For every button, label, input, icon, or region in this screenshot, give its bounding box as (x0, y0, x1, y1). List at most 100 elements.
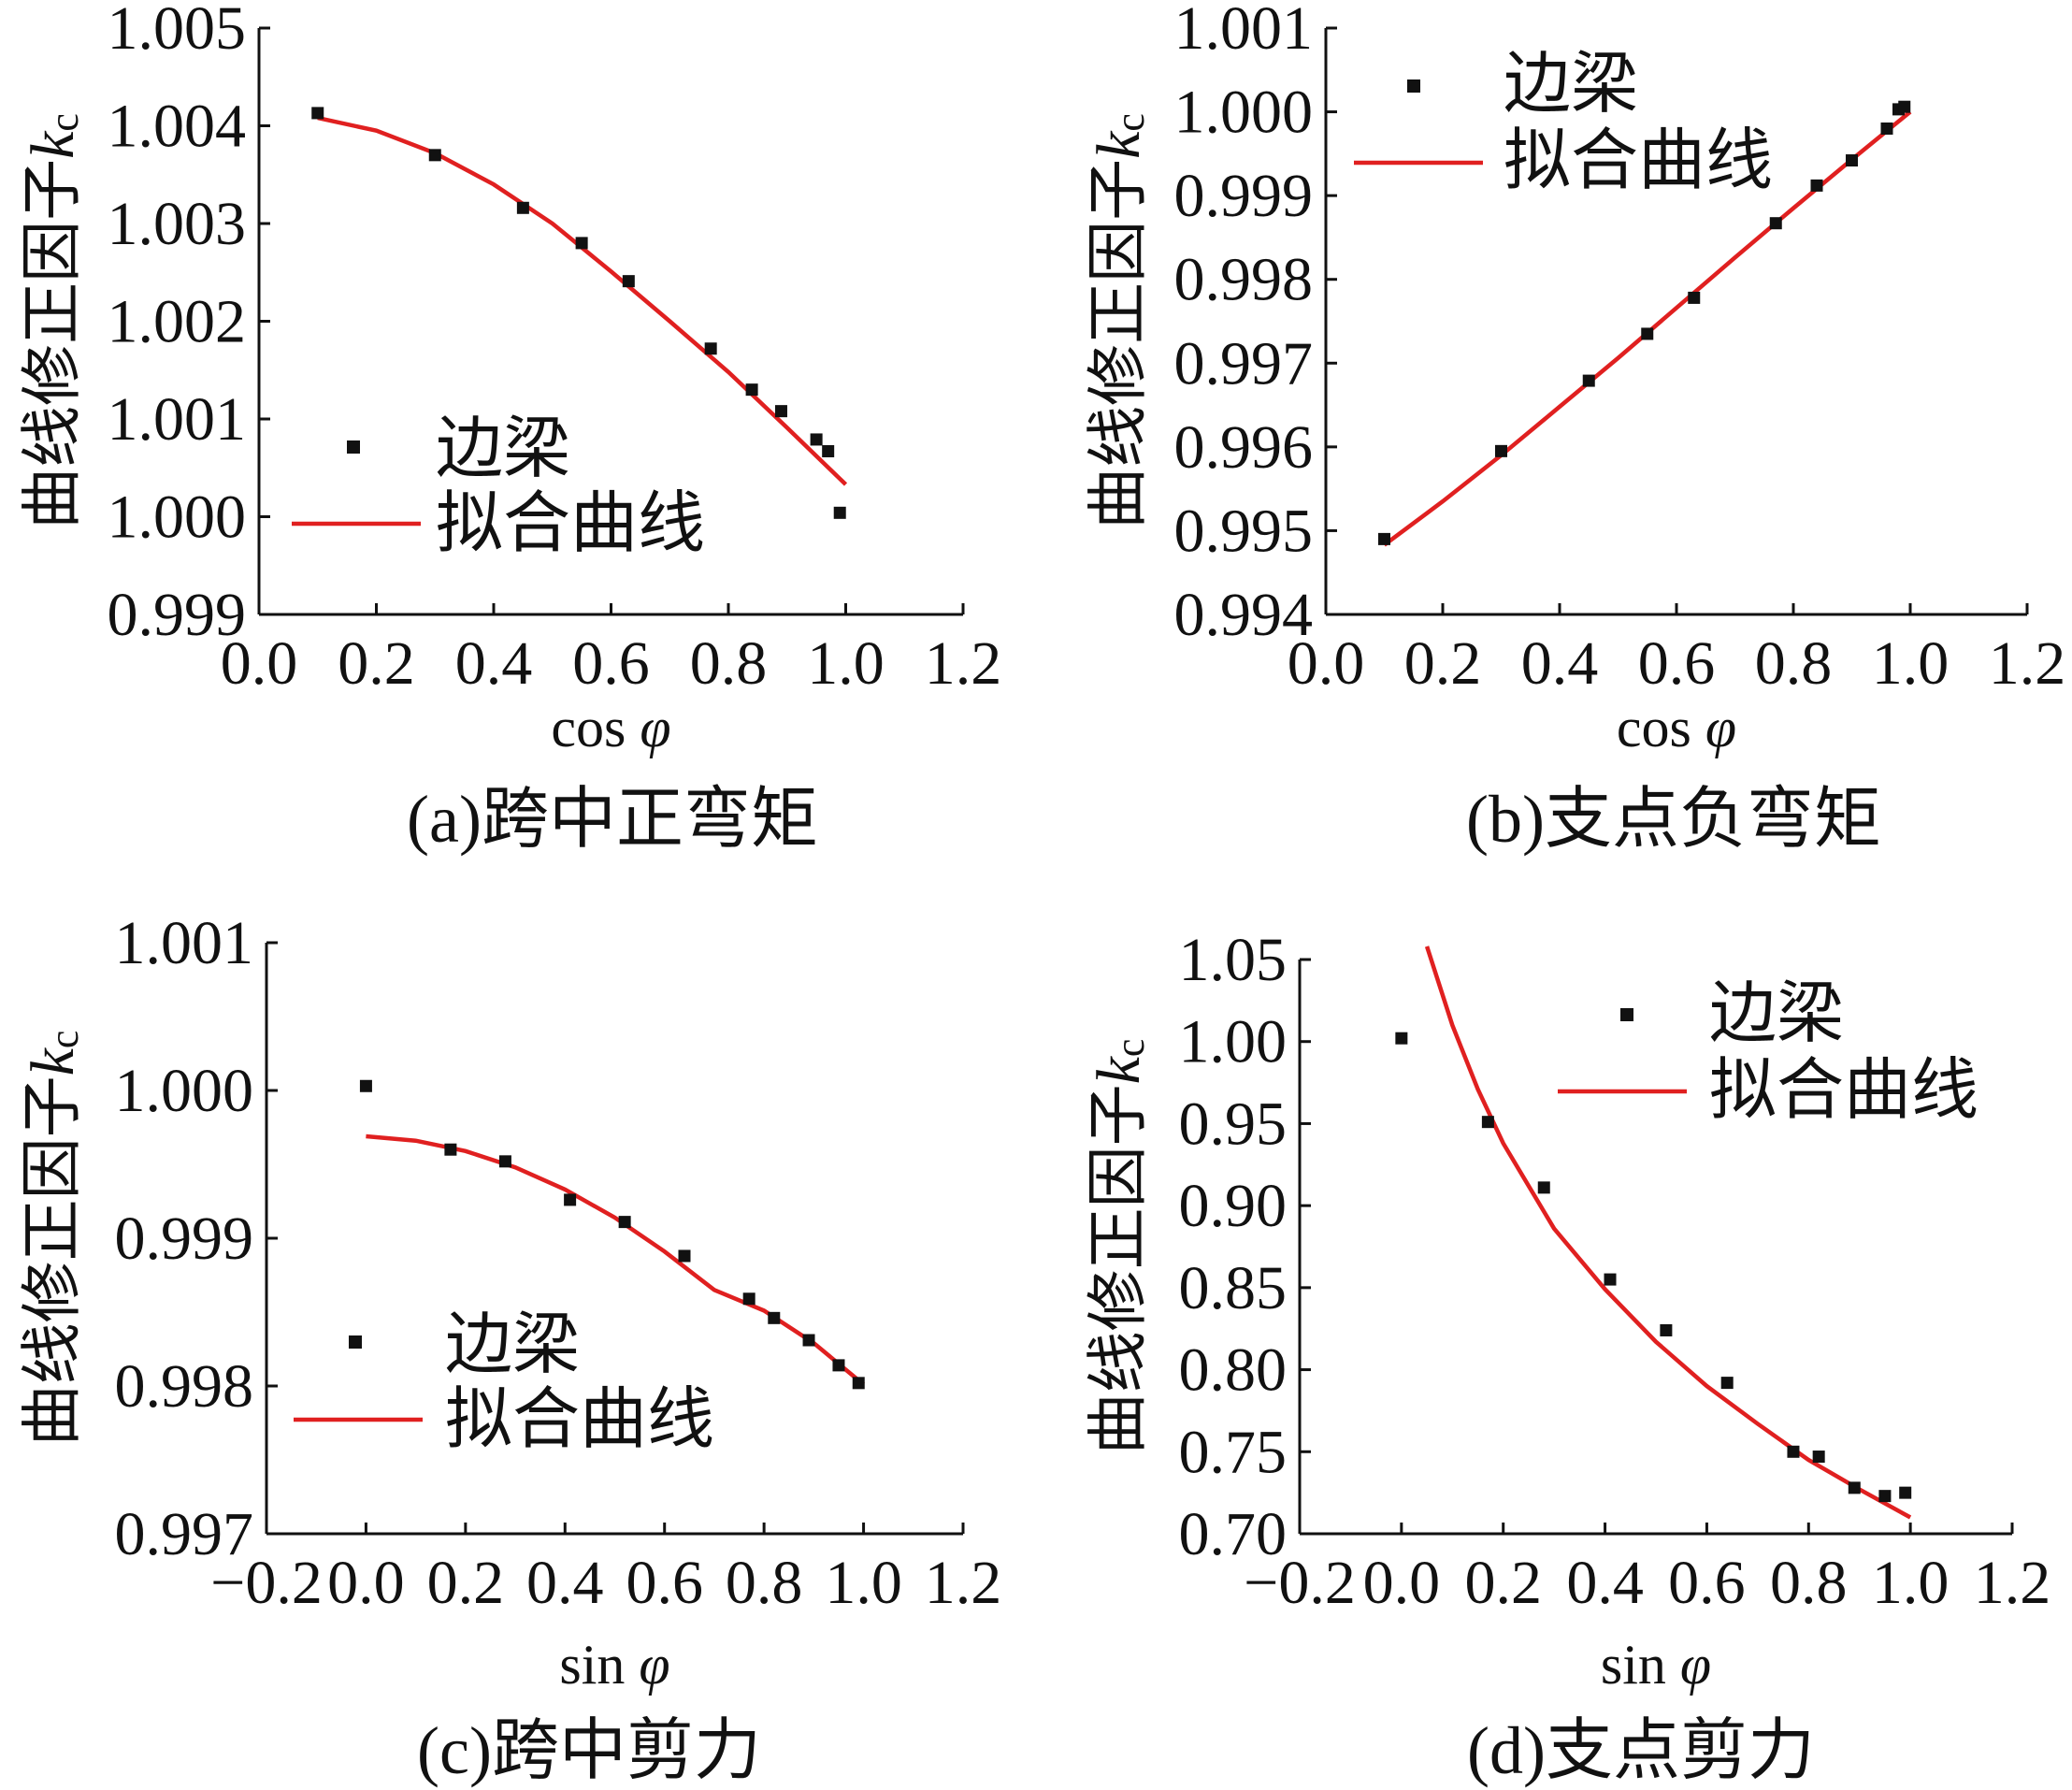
x-tick-label: 1.0 (825, 1549, 902, 1617)
data-point (1898, 100, 1911, 113)
fit-curve-line (317, 115, 848, 486)
y-tick-label: 0.999 (1174, 162, 1314, 230)
data-point (1810, 179, 1823, 192)
fit-curve-line (366, 1133, 866, 1387)
y-tick-label: 0.75 (1179, 1418, 1288, 1486)
y-tick-label: 1.000 (1174, 79, 1314, 147)
panel-caption: (c)跨中剪力 (417, 1713, 761, 1788)
data-point (1878, 1490, 1892, 1503)
data-point (832, 1359, 845, 1372)
y-axis-label: 曲线修正因子kc (19, 1031, 87, 1447)
data-point (1899, 1486, 1912, 1499)
data-point (1481, 1116, 1494, 1129)
x-tick-label: 0.0 (1363, 1549, 1441, 1617)
chart-panel-2: 0.0 0.2 0.4 0.6 0.8 1.0 1.2 0.994 0.995 0.996 0.99… (1085, 0, 2066, 857)
data-point (1537, 1181, 1550, 1194)
data-point (618, 1216, 631, 1229)
data-point (1769, 217, 1782, 230)
y-tick-label: 0.80 (1179, 1336, 1288, 1405)
legend-label-points: 边梁 (436, 411, 570, 486)
y-tick-label: 1.002 (108, 288, 247, 356)
y-tick-label: 0.998 (115, 1352, 254, 1421)
data-point (833, 506, 846, 519)
x-tick-label: 0.2 (338, 629, 415, 698)
data-point (1812, 1451, 1825, 1464)
legend-marker-points (1407, 79, 1420, 93)
panel-caption: (d)支点剪力 (1467, 1713, 1815, 1788)
data-point (622, 275, 635, 288)
x-tick-label: 0.6 (1638, 629, 1716, 698)
x-tick-label: 0.6 (626, 1549, 703, 1617)
y-tick-label: 0.998 (1174, 246, 1314, 314)
x-tick-label: 0.8 (1770, 1549, 1848, 1617)
y-tick-label: 0.994 (1174, 581, 1314, 649)
chart-panel-1: 0.0 0.2 0.4 0.6 0.8 1.0 1.2 0.999 1.000 1.001 1.00… (19, 0, 1002, 857)
x-tick-label: 1.0 (807, 629, 885, 698)
data-point (1641, 327, 1654, 340)
x-tick-label: 0.6 (572, 629, 650, 698)
y-tick-label: 1.003 (108, 190, 247, 258)
y-tick-label: 1.004 (108, 93, 247, 161)
x-tick-label: 0.2 (1464, 1549, 1542, 1617)
x-tick-label: 0.4 (1566, 1549, 1644, 1617)
data-point (498, 1155, 511, 1168)
legend-label-points: 边梁 (445, 1307, 580, 1382)
data-point (359, 1079, 372, 1092)
data-point (311, 107, 324, 120)
y-tick-label: 0.999 (108, 581, 247, 649)
x-tick-label: 0.8 (1755, 629, 1833, 698)
data-point (564, 1193, 577, 1206)
x-axis-label: cos φ (1617, 697, 1736, 758)
data-point (1378, 532, 1390, 545)
x-tick-label: 1.0 (1872, 629, 1950, 698)
x-tick-label: 0.0 (1288, 629, 1365, 698)
x-tick-label: 0.2 (1404, 629, 1482, 698)
x-tick-label: 1.2 (925, 1549, 1002, 1617)
data-point (1848, 1481, 1861, 1494)
y-tick-label: 0.997 (1174, 329, 1314, 397)
data-point (745, 383, 758, 397)
data-point (1880, 122, 1893, 135)
y-tick-label: 1.000 (115, 1057, 254, 1125)
data-point (444, 1143, 457, 1156)
x-tick-label: 1.2 (1989, 629, 2066, 698)
data-point (774, 405, 787, 418)
legend-marker-points (1620, 1008, 1633, 1021)
x-tick-label: 0.2 (427, 1549, 505, 1617)
y-tick-label: 0.999 (115, 1205, 254, 1273)
y-tick-label: 1.005 (108, 0, 247, 63)
data-point (1787, 1445, 1800, 1458)
y-tick-label: 0.85 (1179, 1254, 1288, 1322)
legend-label-line: 拟合曲线 (1504, 123, 1773, 198)
y-tick-label: 0.95 (1179, 1090, 1288, 1158)
data-point (575, 237, 588, 250)
data-point (822, 444, 835, 457)
panel-caption: (b)支点负弯矩 (1466, 782, 1881, 857)
x-tick-label: 0.4 (1521, 629, 1599, 698)
data-point (428, 149, 441, 162)
legend-label-line: 拟合曲线 (445, 1382, 714, 1457)
x-tick-label: 1.2 (1974, 1549, 2051, 1617)
data-point (1660, 1323, 1673, 1336)
legend-label-points: 边梁 (1504, 47, 1638, 122)
y-axis-label: 曲线修正因子kc (1085, 113, 1153, 529)
data-point (1495, 444, 1507, 457)
legend-marker-points (347, 440, 360, 454)
y-tick-label: 1.001 (115, 909, 254, 977)
fit-curve-line (1424, 946, 1912, 1520)
y-tick-label: 1.001 (1174, 0, 1314, 63)
x-axis-label: cos φ (551, 697, 670, 758)
data-point (802, 1334, 815, 1347)
x-axis-label: sin φ (1601, 1634, 1711, 1696)
x-tick-label: −0.2 (210, 1549, 323, 1617)
x-tick-label: 0.8 (726, 1549, 803, 1617)
y-axis-label: 曲线修正因子kc (19, 113, 87, 529)
y-tick-label: 1.00 (1179, 1008, 1288, 1076)
x-tick-label: 0.0 (327, 1549, 405, 1617)
legend-label-line: 拟合曲线 (436, 486, 705, 561)
x-tick-label: 0.8 (690, 629, 768, 698)
x-tick-label: 1.0 (1872, 1549, 1950, 1617)
